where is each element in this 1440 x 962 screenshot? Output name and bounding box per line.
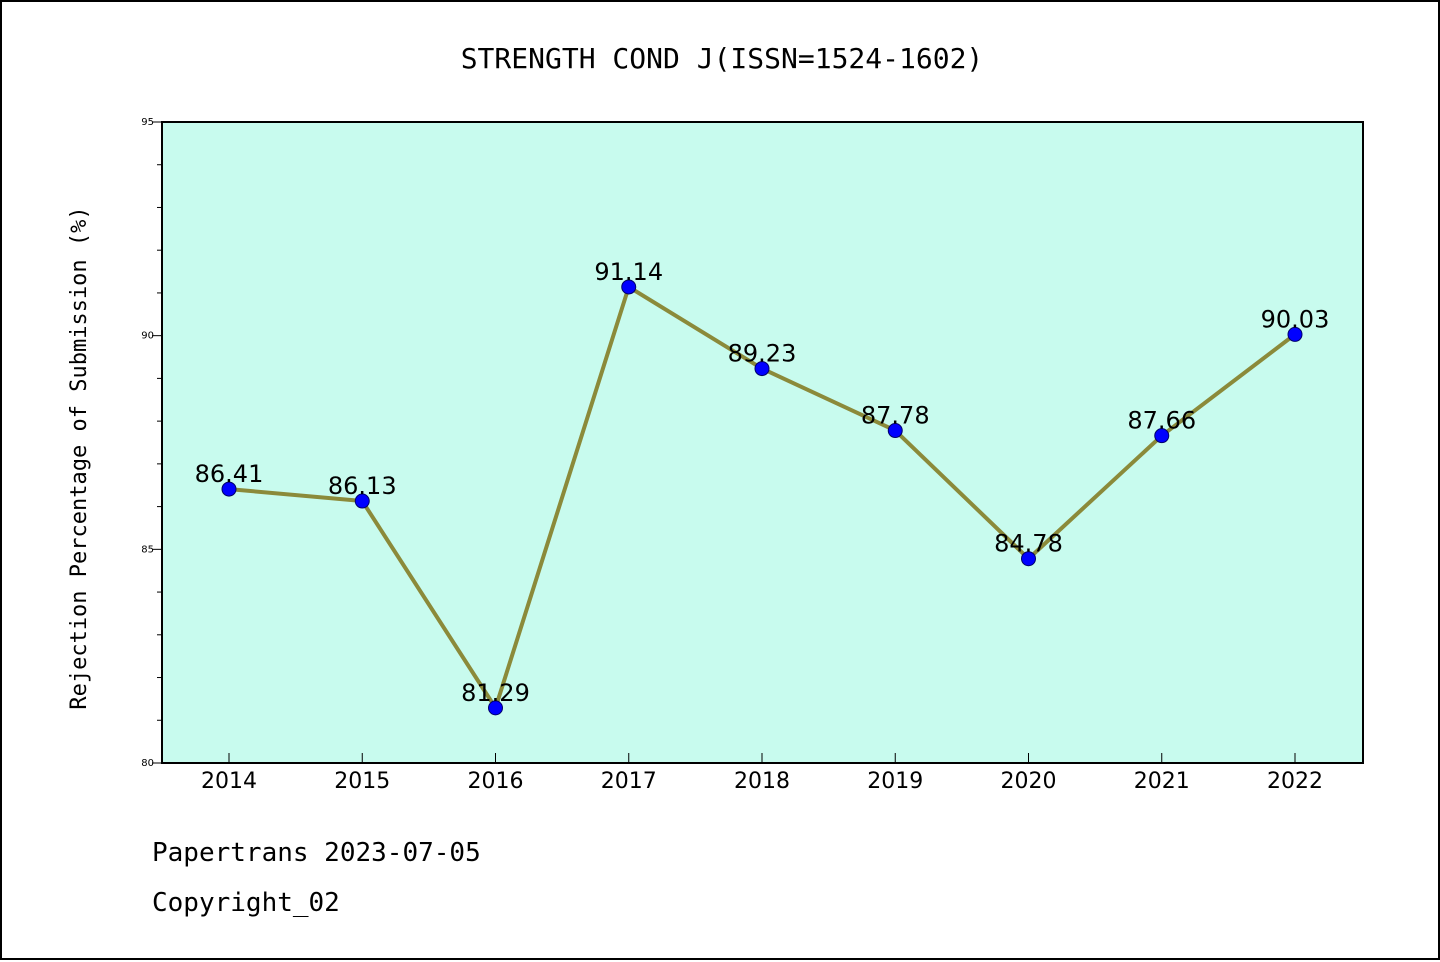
data-label-2018: 89.23 [728,340,797,368]
data-point-2019 [887,423,903,439]
y-tick-label: 95 [141,117,154,128]
data-label-2016: 81.29 [461,679,530,707]
data-point-2017 [621,279,637,295]
data-point-2015 [354,493,370,509]
data-label-2021: 87.66 [1127,407,1196,435]
x-tick-label: 2021 [1134,769,1190,794]
x-tick-label: 2017 [601,769,657,794]
footer-date: Papertrans 2023-07-05 [152,838,481,868]
plot-area [161,121,1364,764]
x-tick-label: 2022 [1267,769,1323,794]
data-labels: 86.41 86.13 81.29 91.14 89.23 87.78 84.78 87.66… [195,258,1330,707]
y-axis-label: Rejection Percentage of Submission (%) [67,206,92,709]
x-tick-label: 2015 [334,769,390,794]
data-label-2015: 86.13 [328,472,397,500]
data-point-2016 [488,700,503,716]
x-tick-label: 2020 [1001,769,1057,794]
data-markers [221,279,1303,716]
x-tick-label: 2014 [201,769,257,794]
y-tick-label: 85 [141,544,154,555]
data-label-2022: 90.03 [1261,305,1330,333]
data-label-2019: 87.78 [861,402,930,430]
data-point-2020 [1021,551,1036,567]
x-tick-label: 2018 [734,769,790,794]
y-tick-label: 90 [141,331,154,342]
chart-title: STRENGTH COND J(ISSN=1524-1602) [461,42,984,75]
y-tick-label: 80 [141,758,154,769]
data-label-2014: 86.41 [195,460,264,488]
data-point-2014 [221,481,237,497]
data-point-2021 [1154,428,1170,444]
footer-copyright: Copyright_02 [152,888,340,918]
data-point-2022 [1287,326,1303,342]
axes: 80 85 90 95 2014 2015 2016 2017 2018 2019 2020 2021… [141,117,1323,794]
data-label-2017: 91.14 [594,258,663,286]
x-tick-label: 2016 [468,769,524,794]
data-point-2018 [754,361,770,377]
x-tick-label: 2019 [867,769,923,794]
data-label-2020: 84.78 [994,530,1063,558]
